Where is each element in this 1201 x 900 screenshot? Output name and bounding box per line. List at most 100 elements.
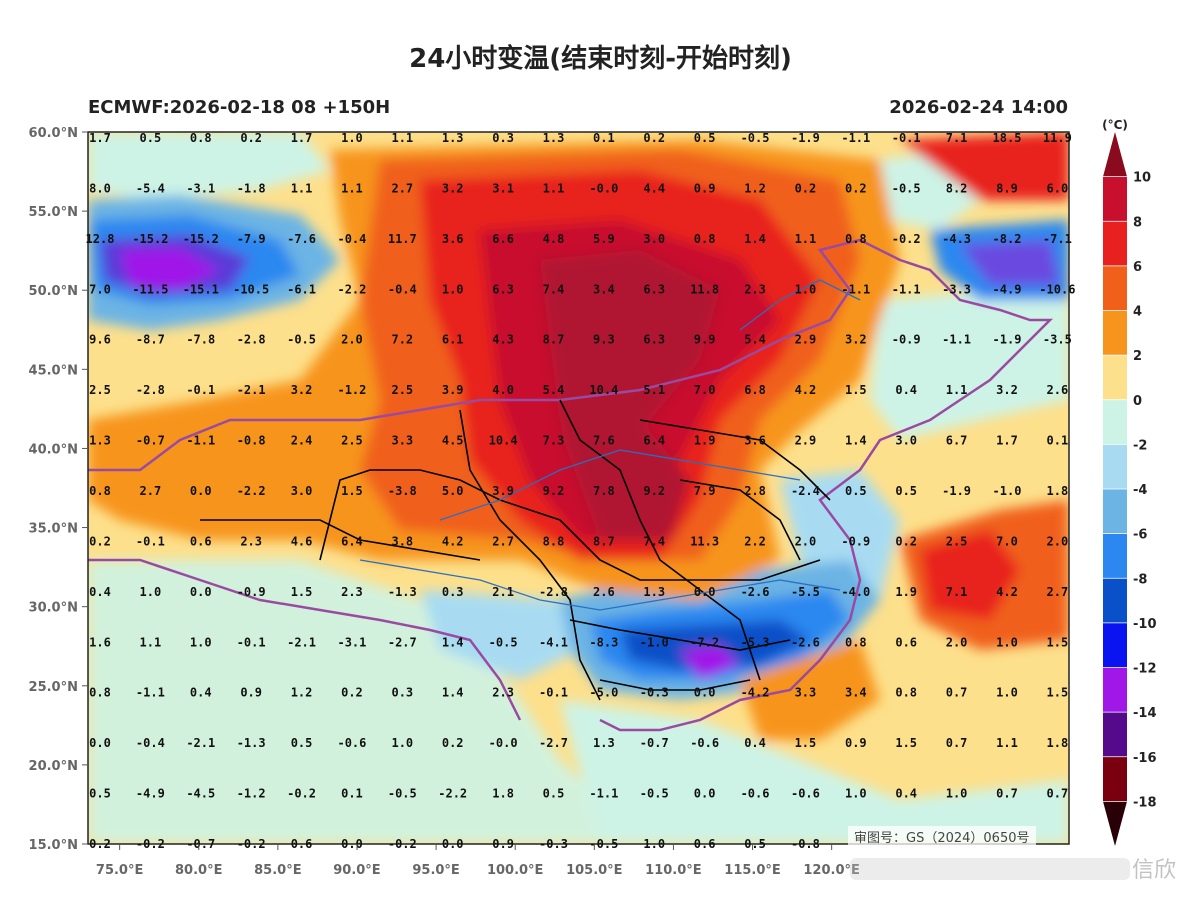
station-value: 2.4	[291, 434, 313, 448]
station-value: 4.4	[643, 181, 665, 195]
station-value: 0.2	[89, 837, 111, 851]
station-value: -2.1	[287, 635, 316, 649]
station-value: -0.1	[136, 534, 165, 548]
legend-label: 0	[1133, 394, 1142, 409]
lat-tick-label: 15.0°N	[29, 838, 78, 853]
lat-tick-label: 55.0°N	[29, 205, 78, 220]
station-value: -10.5	[233, 282, 269, 296]
station-value: 8.9	[996, 181, 1018, 195]
station-value: 1.4	[845, 434, 867, 448]
station-value: -1.0	[640, 635, 669, 649]
station-value: -2.1	[186, 736, 215, 750]
station-value: -2.6	[741, 585, 770, 599]
station-value: 4.6	[291, 534, 313, 548]
station-value: 2.5	[89, 383, 111, 397]
station-value: 3.9	[492, 484, 514, 498]
station-value: -0.5	[589, 837, 618, 851]
legend-bin	[1103, 444, 1127, 490]
station-value: -2.8	[136, 383, 165, 397]
station-value: -0.1	[237, 635, 266, 649]
station-value: -4.1	[539, 635, 568, 649]
station-value: 1.5	[845, 383, 867, 397]
station-value: -1.2	[337, 383, 366, 397]
station-value: -3.5	[1043, 333, 1072, 347]
station-value: -4.3	[942, 232, 971, 246]
station-value: 2.0	[795, 534, 817, 548]
station-value: -0.3	[539, 837, 568, 851]
station-value: 0.7	[1047, 787, 1069, 801]
station-value: 0.3	[391, 686, 413, 700]
lon-tick-label: 120.0°E	[803, 863, 860, 878]
station-value: 1.1	[140, 635, 162, 649]
station-value: 6.3	[643, 333, 665, 347]
station-value: 3.2	[996, 383, 1018, 397]
station-value: -8.3	[589, 635, 618, 649]
station-value: 0.8	[190, 131, 212, 145]
station-value: 0.2	[240, 131, 262, 145]
station-value: 0.5	[140, 131, 162, 145]
station-value: -0.6	[741, 787, 770, 801]
station-value: -2.2	[438, 787, 467, 801]
station-value: -10.6	[1039, 282, 1075, 296]
station-value: -1.9	[993, 333, 1022, 347]
station-value: 1.2	[744, 181, 766, 195]
legend-bin	[1103, 622, 1127, 668]
station-value: 0.2	[643, 131, 665, 145]
station-value: -7.6	[287, 232, 316, 246]
legend-label: -2	[1133, 438, 1147, 453]
station-value: 9.3	[593, 333, 615, 347]
station-value: 10.4	[589, 383, 618, 397]
station-value: 7.4	[543, 282, 565, 296]
lat-tick-label: 20.0°N	[29, 759, 78, 774]
station-value: 0.0	[442, 837, 464, 851]
station-value: 1.7	[291, 131, 313, 145]
station-value: 7.0	[89, 282, 111, 296]
station-value: 2.3	[492, 686, 514, 700]
watermark: 信欣	[1132, 858, 1177, 883]
station-value: 4.2	[795, 383, 817, 397]
station-value: 7.4	[643, 534, 665, 548]
legend-label: -18	[1133, 795, 1157, 810]
station-value: 2.9	[795, 333, 817, 347]
station-value: 9.2	[643, 484, 665, 498]
lat-tick-label: 30.0°N	[29, 601, 78, 616]
station-value: 1.1	[996, 736, 1018, 750]
station-value: 2.3	[240, 534, 262, 548]
station-value: -15.1	[183, 282, 219, 296]
station-value: 0.0	[190, 585, 212, 599]
station-value: -0.2	[287, 787, 316, 801]
station-value: 0.8	[89, 484, 111, 498]
station-value: -0.2	[237, 837, 266, 851]
station-value: 7.1	[946, 585, 968, 599]
station-value: -2.8	[539, 585, 568, 599]
station-value: -0.2	[136, 837, 165, 851]
station-value: -0.4	[388, 282, 417, 296]
station-value: 1.0	[190, 635, 212, 649]
station-value: -0.9	[892, 333, 921, 347]
lon-tick-label: 85.0°E	[254, 863, 301, 878]
legend-label: 6	[1133, 260, 1142, 275]
station-value: -2.2	[337, 282, 366, 296]
legend-label: 8	[1133, 215, 1142, 230]
legend-bin	[1103, 221, 1127, 267]
legend-label: -14	[1133, 706, 1157, 721]
station-value: 0.4	[895, 383, 917, 397]
station-value: 2.6	[1047, 383, 1069, 397]
station-value: 1.3	[643, 585, 665, 599]
station-value: 0.5	[694, 131, 716, 145]
station-value: 3.9	[442, 383, 464, 397]
station-value: -1.1	[892, 282, 921, 296]
station-value: 1.2	[291, 686, 313, 700]
lat-tick-label: 60.0°N	[29, 126, 78, 141]
station-value: 0.5	[89, 787, 111, 801]
station-value: -2.2	[237, 484, 266, 498]
station-value: 1.5	[1047, 635, 1069, 649]
station-value: 0.0	[190, 484, 212, 498]
station-value: 3.4	[593, 282, 615, 296]
station-value: -5.5	[791, 585, 820, 599]
station-value: -0.6	[337, 736, 366, 750]
station-value: -0.5	[287, 333, 316, 347]
station-value: -0.5	[640, 787, 669, 801]
station-value: -0.5	[489, 635, 518, 649]
station-value: -7.8	[186, 333, 215, 347]
